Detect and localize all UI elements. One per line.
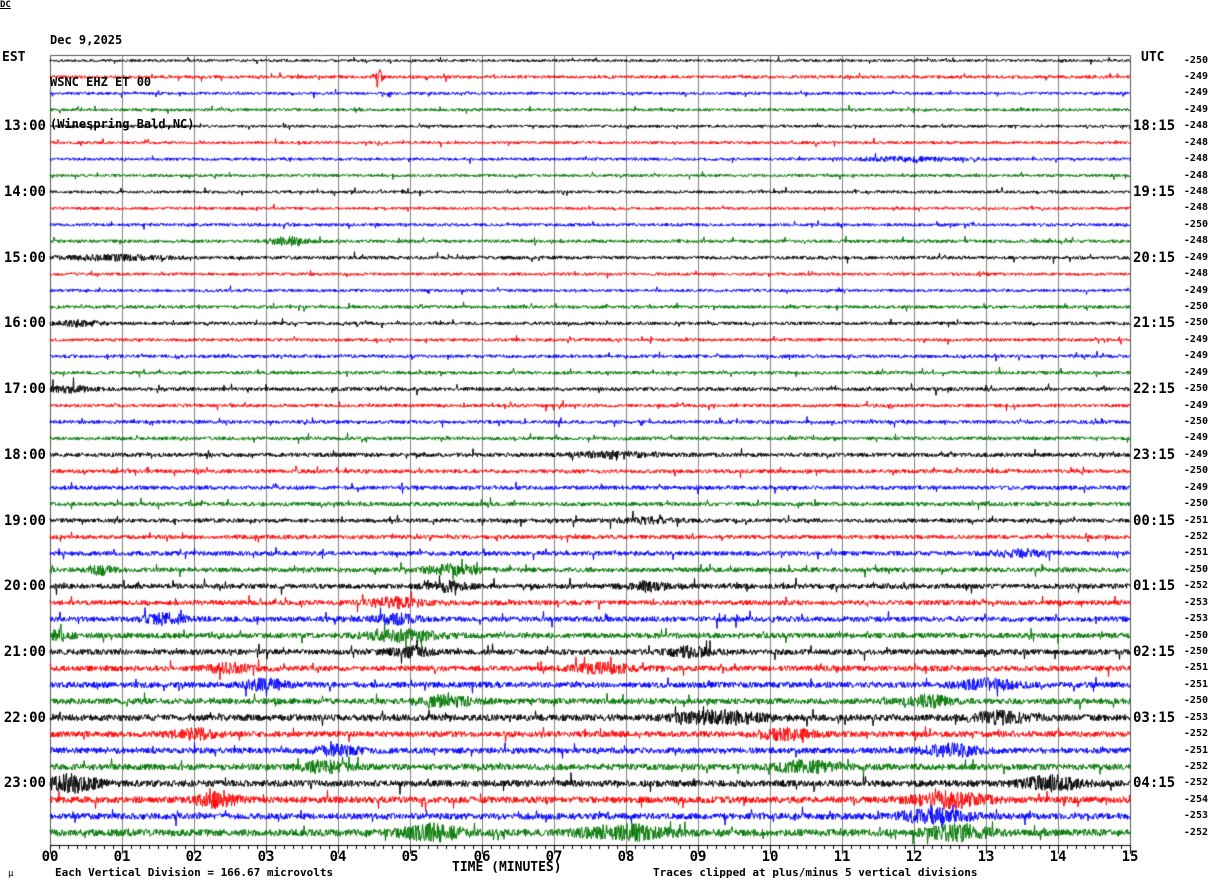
x-axis-title: TIME (MINUTES) [452, 860, 562, 875]
dc-offset-value: -250 [1183, 695, 1208, 707]
dc-offset-value: -250 [1183, 218, 1208, 230]
x-tick-label: 15 [1121, 849, 1139, 865]
x-tick-label: 07 [545, 849, 563, 865]
x-tick-label: 04 [329, 849, 347, 865]
title-block: Dec 9,2025 WSNC EHZ ET 00 (Winespring Ba… [50, 5, 195, 159]
dc-offset-value: -249 [1183, 448, 1208, 460]
dc-offset-value: -249 [1183, 87, 1208, 99]
right-axis-timezone-label: UTC [1141, 50, 1165, 65]
x-tick-label: 12 [905, 849, 923, 865]
dc-offset-value: -248 [1183, 268, 1208, 280]
utc-hour-label: 20:15 [1133, 249, 1176, 266]
est-hour-label: 23:00 [3, 775, 46, 792]
x-tick-label: 06 [473, 849, 491, 865]
dc-offset-value: -251 [1183, 547, 1208, 559]
dc-offset-value: -248 [1183, 202, 1208, 214]
x-tick-label: 03 [257, 849, 275, 865]
trace-clipping-note: Traces clipped at plus/minus 5 vertical … [653, 866, 978, 879]
est-hour-label: 15:00 [3, 249, 46, 266]
est-hour-label: 14:00 [3, 183, 46, 200]
est-hour-label: 19:00 [3, 512, 46, 529]
x-tick-label: 05 [401, 849, 419, 865]
dc-offset-value: -250 [1183, 383, 1208, 395]
dc-offset-value: -250 [1183, 465, 1208, 477]
title-station-location: (Winespring Bald,NC) [50, 117, 195, 131]
dc-offset-value: -250 [1183, 317, 1208, 329]
dc-offset-value: -248 [1183, 235, 1208, 247]
dc-offset-value: -250 [1183, 563, 1208, 575]
dc-offset-value: -253 [1183, 613, 1208, 625]
dc-offset-value: -253 [1183, 596, 1208, 608]
dc-offset-value: -249 [1183, 350, 1208, 362]
utc-hour-label: 19:15 [1133, 183, 1176, 200]
x-tick-label: 13 [977, 849, 995, 865]
vertical-division-scale-note: Each Vertical Division = 166.67 microvol… [55, 866, 334, 879]
dc-offset-value: -250 [1183, 54, 1208, 66]
dc-offset-value: -252 [1183, 580, 1208, 592]
x-tick-label: 11 [833, 849, 851, 865]
dc-offset-value: -252 [1183, 530, 1208, 542]
dc-offset-value: -250 [1183, 645, 1208, 657]
utc-hour-label: 23:15 [1133, 446, 1176, 463]
dc-offset-value: -249 [1183, 432, 1208, 444]
dc-offset-value: -251 [1183, 662, 1208, 674]
utc-hour-label: 18:15 [1133, 118, 1176, 135]
dc-offset-value: -249 [1183, 366, 1208, 378]
dc-offset-value: -250 [1183, 415, 1208, 427]
dc-offset-value: -251 [1183, 514, 1208, 526]
utc-hour-label: 01:15 [1133, 578, 1176, 595]
dc-offset-value: -253 [1183, 810, 1208, 822]
dc-offset-value: -254 [1183, 793, 1208, 805]
dc-offset-value: -249 [1183, 333, 1208, 345]
dc-offset-value: -248 [1183, 153, 1208, 165]
x-tick-label: 14 [1049, 849, 1067, 865]
dc-offset-value: -249 [1183, 103, 1208, 115]
est-hour-label: 18:00 [3, 446, 46, 463]
x-tick-label: 02 [185, 849, 203, 865]
dc-offset-value: -249 [1183, 481, 1208, 493]
utc-hour-label: 21:15 [1133, 315, 1176, 332]
dc-offset-value: -250 [1183, 629, 1208, 641]
est-hour-label: 16:00 [3, 315, 46, 332]
dc-offset-value: -250 [1183, 300, 1208, 312]
dc-offset-value: -253 [1183, 711, 1208, 723]
title-date: Dec 9,2025 [50, 33, 123, 47]
utc-hour-label: 02:15 [1133, 643, 1176, 660]
dc-offset-value: -248 [1183, 120, 1208, 132]
x-tick-label: 00 [41, 849, 59, 865]
dc-offset-value: -249 [1183, 284, 1208, 296]
dc-offset-value: -248 [1183, 185, 1208, 197]
est-hour-label: 20:00 [3, 578, 46, 595]
utc-hour-label: 00:15 [1133, 512, 1176, 529]
microvolt-mu-mark: μ [8, 869, 14, 879]
dc-offset-value: -250 [1183, 498, 1208, 510]
est-hour-label: 21:00 [3, 643, 46, 660]
x-tick-label: 08 [617, 849, 635, 865]
dc-offset-value: -251 [1183, 744, 1208, 756]
dc-offset-value: -248 [1183, 169, 1208, 181]
utc-hour-label: 04:15 [1133, 775, 1176, 792]
utc-hour-label: 22:15 [1133, 381, 1176, 398]
dc-offset-value: -249 [1183, 399, 1208, 411]
est-hour-label: 22:00 [3, 709, 46, 726]
x-tick-label: 01 [113, 849, 131, 865]
x-tick-label: 10 [761, 849, 779, 865]
utc-hour-label: 03:15 [1133, 709, 1176, 726]
est-hour-label: 17:00 [3, 381, 46, 398]
left-axis-timezone-label: EST [2, 50, 26, 65]
dc-offset-value: -252 [1183, 760, 1208, 772]
est-hour-label: 13:00 [3, 118, 46, 135]
dc-offset-value: -252 [1183, 728, 1208, 740]
x-tick-label: 09 [689, 849, 707, 865]
dc-offset-value: -248 [1183, 136, 1208, 148]
title-station-id: WSNC EHZ ET 00 [50, 75, 152, 89]
dc-offset-value: -249 [1183, 70, 1208, 82]
dc-offset-value: -251 [1183, 678, 1208, 690]
dc-offset-value: -249 [1183, 251, 1208, 263]
dc-offset-value: -252 [1183, 777, 1208, 789]
dc-offset-value: -252 [1183, 826, 1208, 838]
